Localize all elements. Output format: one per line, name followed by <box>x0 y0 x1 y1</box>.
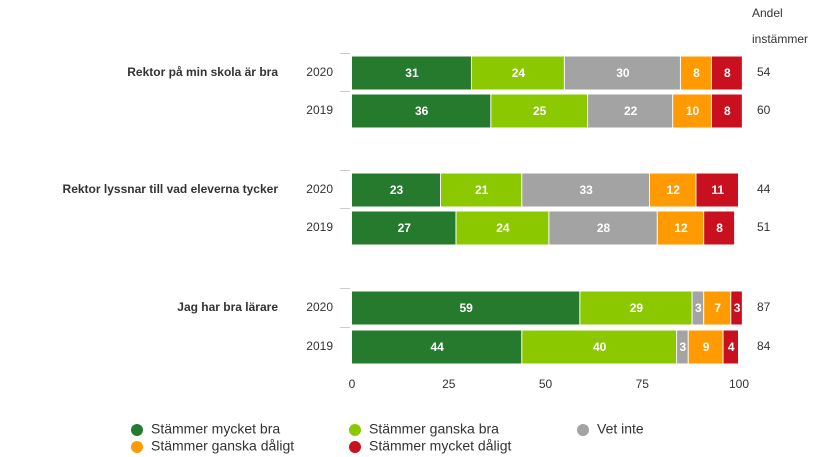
value-label: 21 <box>475 183 489 197</box>
bar-segment <box>522 173 649 207</box>
bar-segment <box>352 56 471 90</box>
bar-segment <box>580 291 692 325</box>
bar-segment <box>711 94 742 128</box>
question-label: Rektor lyssnar till vad eleverna tycker <box>63 182 279 196</box>
bar-segment <box>649 173 696 207</box>
legend-label: Stämmer mycket bra <box>151 421 280 437</box>
x-tick-label: 0 <box>349 377 356 391</box>
side-value: 84 <box>757 339 771 353</box>
value-label: 23 <box>390 183 404 197</box>
x-tick-label: 75 <box>636 377 650 391</box>
value-label: 28 <box>597 221 611 235</box>
bar-segment <box>723 330 738 364</box>
bar-segment <box>696 173 738 207</box>
legend-marker <box>349 424 361 436</box>
value-label: 22 <box>624 104 638 118</box>
value-label: 10 <box>686 104 700 118</box>
value-label: 24 <box>512 66 526 80</box>
bar-segment <box>491 94 588 128</box>
question-label: Rektor på min skola är bra <box>127 65 278 79</box>
bar-segment <box>680 56 711 90</box>
side-value: 60 <box>757 103 771 117</box>
y-tick-label: 2019 <box>306 103 333 117</box>
bar-segment <box>588 94 673 128</box>
bar-segment <box>352 211 456 245</box>
y-tick-label: 2020 <box>306 65 333 79</box>
legend-marker <box>131 441 143 453</box>
bar-segment <box>564 56 680 90</box>
legend-label: Stämmer mycket dåligt <box>369 438 511 454</box>
value-label: 30 <box>616 66 630 80</box>
legend-label: Stämmer ganska dåligt <box>151 438 294 454</box>
bar-segment <box>352 94 491 128</box>
legend-label: Stämmer ganska bra <box>369 421 499 437</box>
x-tick-label: 100 <box>729 377 749 391</box>
legend-marker <box>349 441 361 453</box>
side-value: 51 <box>757 220 771 234</box>
bar-segment <box>704 291 731 325</box>
value-label: 4 <box>728 340 735 354</box>
bar-segment <box>352 173 441 207</box>
legend-label: Vet inte <box>597 421 644 437</box>
bar-segment <box>704 211 735 245</box>
bar-segment <box>352 330 522 364</box>
bar-segment <box>456 211 549 245</box>
bar-segment <box>657 211 704 245</box>
bar-segment <box>673 94 711 128</box>
side-value: 44 <box>757 182 771 196</box>
value-label: 8 <box>724 104 731 118</box>
bar-segment <box>731 291 742 325</box>
y-tick-label: 2019 <box>306 339 333 353</box>
value-label: 3 <box>695 301 702 315</box>
value-label: 27 <box>398 221 412 235</box>
value-label: 59 <box>459 301 473 315</box>
bar-segment <box>688 330 723 364</box>
bar-segment <box>549 211 657 245</box>
side-title: Andel <box>752 6 783 20</box>
value-label: 40 <box>593 340 607 354</box>
value-label: 8 <box>724 66 731 80</box>
side-value: 87 <box>757 300 771 314</box>
value-label: 29 <box>630 301 644 315</box>
side-value: 54 <box>757 65 771 79</box>
y-tick-label: 2020 <box>306 182 333 196</box>
y-tick-label: 2020 <box>306 300 333 314</box>
side-title: instämmer <box>752 32 808 46</box>
value-label: 8 <box>716 221 723 235</box>
bar-segment <box>711 56 742 90</box>
bar-segment <box>441 173 522 207</box>
value-label: 33 <box>579 183 593 197</box>
bar-segment <box>522 330 677 364</box>
x-tick-label: 25 <box>442 377 456 391</box>
value-label: 11 <box>711 183 724 197</box>
legend-marker <box>577 424 589 436</box>
value-label: 8 <box>693 66 700 80</box>
value-label: 3 <box>734 301 741 315</box>
legend-marker <box>131 424 143 436</box>
value-label: 25 <box>533 104 547 118</box>
bar-segment <box>677 330 688 364</box>
value-label: 3 <box>680 340 687 354</box>
value-label: 31 <box>405 66 419 80</box>
bar-segment <box>692 291 704 325</box>
value-label: 12 <box>667 183 681 197</box>
value-label: 9 <box>703 340 710 354</box>
value-label: 12 <box>674 221 688 235</box>
value-label: 24 <box>496 221 510 235</box>
bar-segment <box>471 56 564 90</box>
value-label: 44 <box>430 340 444 354</box>
x-tick-label: 50 <box>539 377 553 391</box>
value-label: 36 <box>415 104 429 118</box>
y-tick-label: 2019 <box>306 220 333 234</box>
value-label: 7 <box>714 301 721 315</box>
bar-segment <box>352 291 580 325</box>
question-label: Jag har bra lärare <box>177 300 278 314</box>
